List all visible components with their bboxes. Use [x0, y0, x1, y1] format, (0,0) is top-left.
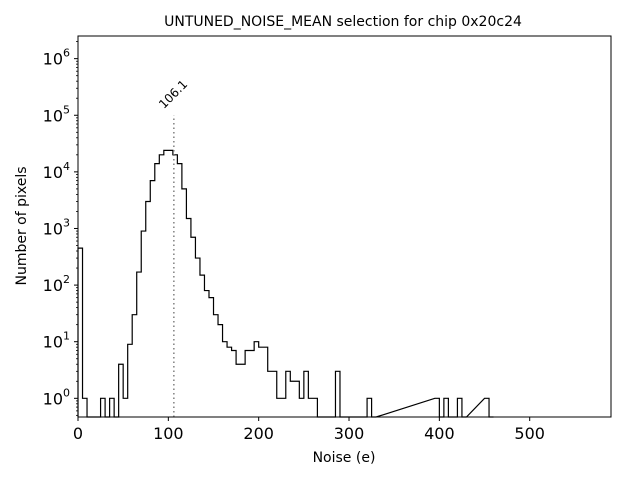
y-tick-label: 102 — [43, 273, 70, 295]
y-tick-label: 103 — [43, 216, 70, 238]
x-tick-label: 500 — [514, 424, 545, 443]
x-axis: 0 100 200 300 400 500 — [73, 417, 545, 443]
y-tick-label: 104 — [43, 160, 70, 182]
y-axis-label: Number of pixels — [14, 166, 30, 285]
axes-frame — [77, 35, 612, 418]
x-tick-label: 100 — [153, 424, 184, 443]
y-axis: 100 101 102 103 104 105 106 — [43, 41, 78, 416]
y-tick-label: 106 — [43, 47, 70, 69]
x-axis-label: Noise (e) — [313, 450, 376, 466]
chart-title: UNTUNED_NOISE_MEAN selection for chip 0x… — [164, 14, 522, 30]
y-tick-label: 100 — [43, 386, 70, 408]
x-tick-label: 200 — [243, 424, 274, 443]
x-tick-label: 400 — [424, 424, 455, 443]
x-tick-label: 300 — [334, 424, 365, 443]
x-tick-label: 0 — [73, 424, 83, 443]
y-tick-label: 105 — [43, 103, 70, 125]
y-tick-label: 101 — [43, 330, 70, 352]
